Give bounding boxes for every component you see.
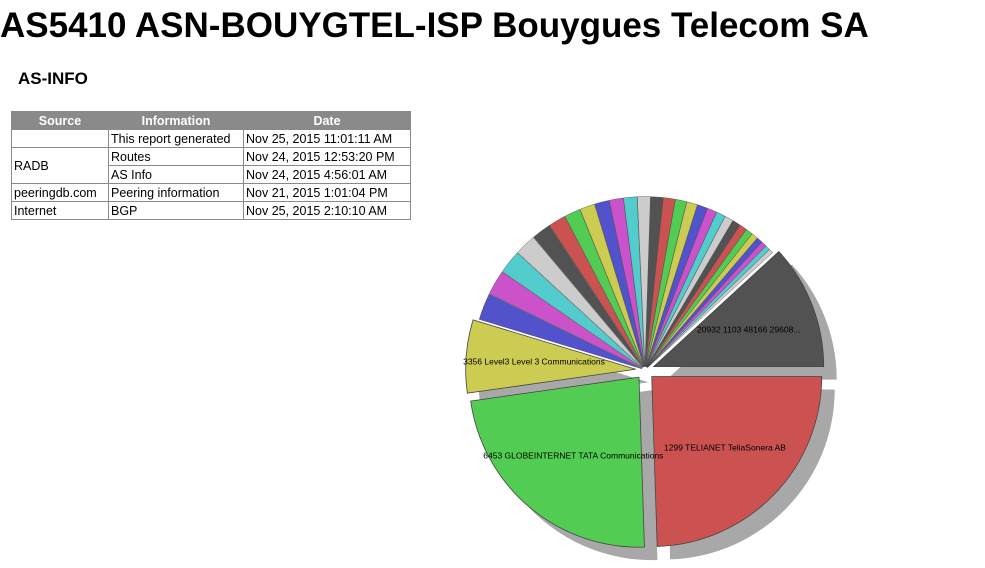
- pie-slice-label: 6453 GLOBEINTERNET TATA Communications: [483, 450, 663, 460]
- information-cell: This report generated: [108, 129, 244, 148]
- pie-slice-label: 1299 TELIANET TeliaSonera AB: [664, 442, 786, 452]
- pie-slice: [637, 196, 651, 367]
- pie-slice: [470, 376, 645, 548]
- pie-slice: [645, 196, 664, 367]
- source-cell: [11, 129, 109, 148]
- source-cell: RADB: [11, 147, 109, 184]
- column-header-information: Information: [108, 111, 244, 130]
- pie-slice: [645, 201, 698, 367]
- pie-slice: [478, 293, 642, 369]
- pie-slice: [549, 216, 644, 368]
- information-cell: BGP: [108, 201, 244, 220]
- source-cell: peeringdb.com: [11, 183, 109, 202]
- date-cell: Nov 25, 2015 11:01:11 AM: [243, 129, 411, 148]
- table-row: Internet BGP Nov 25, 2015 2:10:10 AM: [11, 201, 411, 220]
- as-info-table: Source Information Date This report gene…: [11, 111, 411, 220]
- pie-slice: [465, 319, 636, 394]
- pie-slice: [564, 209, 644, 368]
- table-row: RADB Routes Nov 24, 2015 12:53:20 PM: [11, 147, 411, 184]
- page-title: AS5410 ASN-BOUYGTEL-ISP Bouygues Telecom…: [0, 6, 869, 45]
- pie-slice: [609, 197, 645, 367]
- pie-slice: [645, 197, 676, 367]
- pie-slice: [645, 204, 708, 367]
- table-row: This report generated Nov 25, 2015 11:01…: [11, 129, 411, 148]
- date-cell: Nov 21, 2015 1:01:04 PM: [243, 183, 411, 202]
- source-cell: Internet: [11, 201, 109, 220]
- date-cell: Nov 24, 2015 4:56:01 AM: [243, 165, 411, 184]
- pie-slice: [652, 250, 825, 367]
- date-cell: Nov 25, 2015 2:10:10 AM: [243, 201, 411, 220]
- pie-slice: [517, 237, 643, 368]
- pie-slice: [651, 376, 823, 547]
- column-header-source: Source: [11, 111, 109, 130]
- table-header-row: Source Information Date: [11, 111, 411, 130]
- pie-slice-label: 3356 Level3 Level 3 Communications: [463, 356, 605, 366]
- table-row: peeringdb.com Peering information Nov 21…: [11, 183, 411, 202]
- information-cell: Routes: [108, 147, 244, 166]
- pie-slice: [645, 199, 687, 367]
- pie-slice: [489, 271, 643, 369]
- pie-slice-layer: [465, 196, 825, 548]
- information-cell: AS Info: [108, 165, 244, 184]
- pie-slice: [647, 249, 773, 368]
- pie-slice: [579, 203, 645, 367]
- date-cell: Nov 24, 2015 12:53:20 PM: [243, 147, 411, 166]
- pie-slice: [502, 252, 643, 369]
- pie-slice: [623, 196, 645, 367]
- pie-slice-label: 20932 1103 48166 29608...: [697, 325, 800, 335]
- pie-slice: [533, 225, 644, 368]
- information-cell: Peering information: [108, 183, 244, 202]
- column-header-date: Date: [243, 111, 411, 130]
- pie-slice: [594, 200, 645, 367]
- as-info-heading: AS-INFO: [18, 69, 88, 88]
